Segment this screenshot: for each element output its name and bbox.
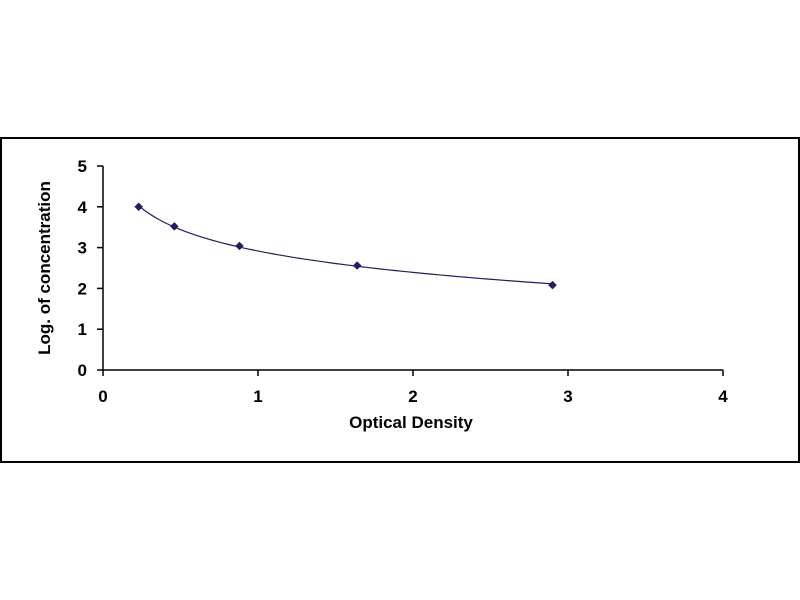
x-tick-label: 2 [408,387,417,406]
x-axis-label: Optical Density [349,413,473,432]
y-tick-label: 3 [78,239,87,258]
data-points [134,202,557,290]
tick-labels: 0 1 2 3 4 0 1 2 3 4 5 [78,157,729,406]
trend-curve [138,205,553,285]
axes [97,165,724,376]
data-point [169,222,179,231]
data-point [134,202,144,212]
standard-curve-chart: 0 1 2 3 4 0 1 2 3 4 5 Optical Density Log. of conc… [0,137,800,463]
chart-frame: 0 1 2 3 4 0 1 2 3 4 5 Optical Density Log. of conc… [0,137,800,463]
y-tick-label: 5 [78,157,87,176]
y-tick-label: 2 [78,279,87,298]
x-tick-label: 1 [253,387,262,406]
data-point [548,280,557,290]
data-point [235,241,244,251]
y-axis-label: Log. of concentration [35,181,54,355]
x-tick-label: 4 [718,387,728,406]
y-tick-label: 0 [78,361,87,380]
x-tick-label: 3 [563,387,572,406]
y-tick-label: 4 [78,198,88,217]
chart-border [0,137,800,463]
data-point [352,261,362,270]
y-tick-label: 1 [78,320,87,339]
x-tick-label: 0 [98,387,107,406]
